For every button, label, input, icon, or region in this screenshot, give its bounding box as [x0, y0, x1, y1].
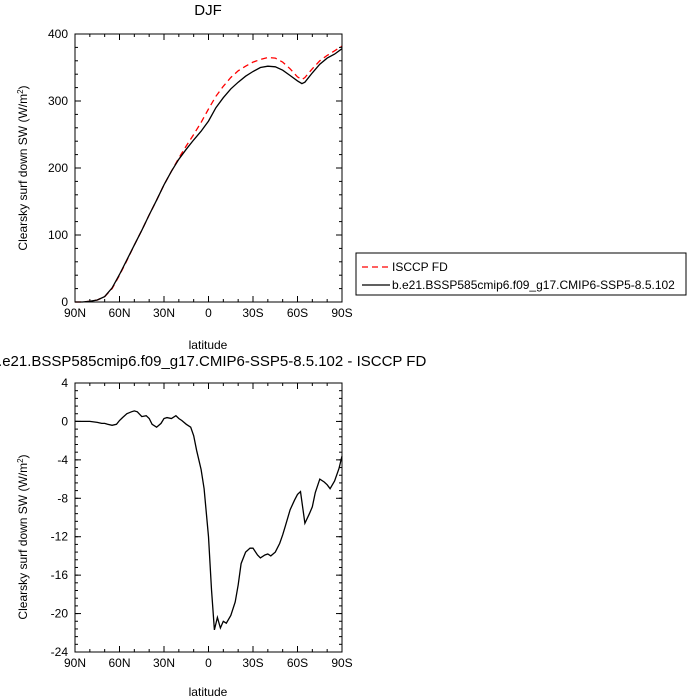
y-tick-label-0-1: 100 [48, 228, 68, 242]
chart-title-top: DJF [194, 2, 222, 19]
y-tick-label-1-5: -4 [57, 453, 68, 467]
x-tick-label-1-3: 0 [205, 656, 212, 670]
y-tick-label-1-0: -24 [51, 645, 69, 659]
legend-label-model: b.e21.BSSP585cmip6.f09_g17.CMIP6-SSP5-8.… [392, 278, 675, 292]
panel-bottom: b.e21.BSSP585cmip6.f09_g17.CMIP6-SSP5-8.… [0, 353, 426, 699]
series-line-1-0 [75, 410, 343, 631]
x-axis-label-bottom: latitude [189, 685, 228, 699]
plot-frame-0 [74, 33, 343, 303]
chart-title-bottom: b.e21.BSSP585cmip6.f09_g17.CMIP6-SSP5-8.… [0, 353, 426, 370]
y-axis-label-bottom: Clearsky surf down SW (W/m2) [16, 454, 31, 619]
y-tick-label-1-2: -16 [51, 568, 69, 582]
legend-label-isccp: ISCCP FD [392, 260, 448, 274]
x-tick-label-0-0: 90N [64, 306, 86, 320]
y-axis-label-top: Clearsky surf down SW (W/m2) [16, 85, 31, 250]
legend: ISCCP FD b.e21.BSSP585cmip6.f09_g17.CMIP… [355, 252, 687, 296]
x-tick-label-0-5: 60S [287, 306, 308, 320]
x-tick-label-0-4: 30S [242, 306, 263, 320]
plot-frame-1 [74, 382, 343, 653]
x-tick-label-0-3: 0 [205, 306, 212, 320]
x-tick-label-1-5: 60S [287, 656, 308, 670]
y-tick-label-1-3: -12 [51, 530, 69, 544]
x-tick-label-1-6: 90S [331, 656, 352, 670]
series-line-0-1 [75, 48, 343, 303]
plot-area-bottom: 90N 60N 30N 0 30S 60S 90S -24 -20 -16 -12 -8 -4 0 4 [51, 376, 353, 670]
y-tick-label-0-4: 400 [48, 27, 68, 41]
x-tick-label-1-0: 90N [64, 656, 86, 670]
x-tick-label-0-6: 90S [331, 306, 352, 320]
x-tick-label-1-4: 30S [242, 656, 263, 670]
y-tick-label-0-0: 0 [61, 295, 68, 309]
y-tick-label-1-6: 0 [61, 414, 68, 428]
x-tick-label-0-1: 60N [108, 306, 130, 320]
x-tick-label-1-2: 30N [153, 656, 175, 670]
x-axis-label-top: latitude [189, 338, 228, 352]
y-tick-label-0-3: 300 [48, 94, 68, 108]
x-tick-label-0-2: 30N [153, 306, 175, 320]
plot-area-top: 90N 60N 30N 0 30S 60S 90S 0 100 200 300 400 [48, 27, 353, 320]
y-tick-label-1-1: -20 [51, 607, 69, 621]
series-line-0-0 [75, 45, 343, 303]
y-tick-label-1-7: 4 [61, 376, 68, 390]
x-tick-label-1-1: 60N [108, 656, 130, 670]
legend-box [355, 252, 687, 296]
panel-top: DJF 90N 60N 30N 0 30S 60S 90S 0 100 200 300 400 lat… [16, 2, 687, 352]
y-tick-label-1-4: -8 [57, 491, 68, 505]
y-tick-label-0-2: 200 [48, 161, 68, 175]
